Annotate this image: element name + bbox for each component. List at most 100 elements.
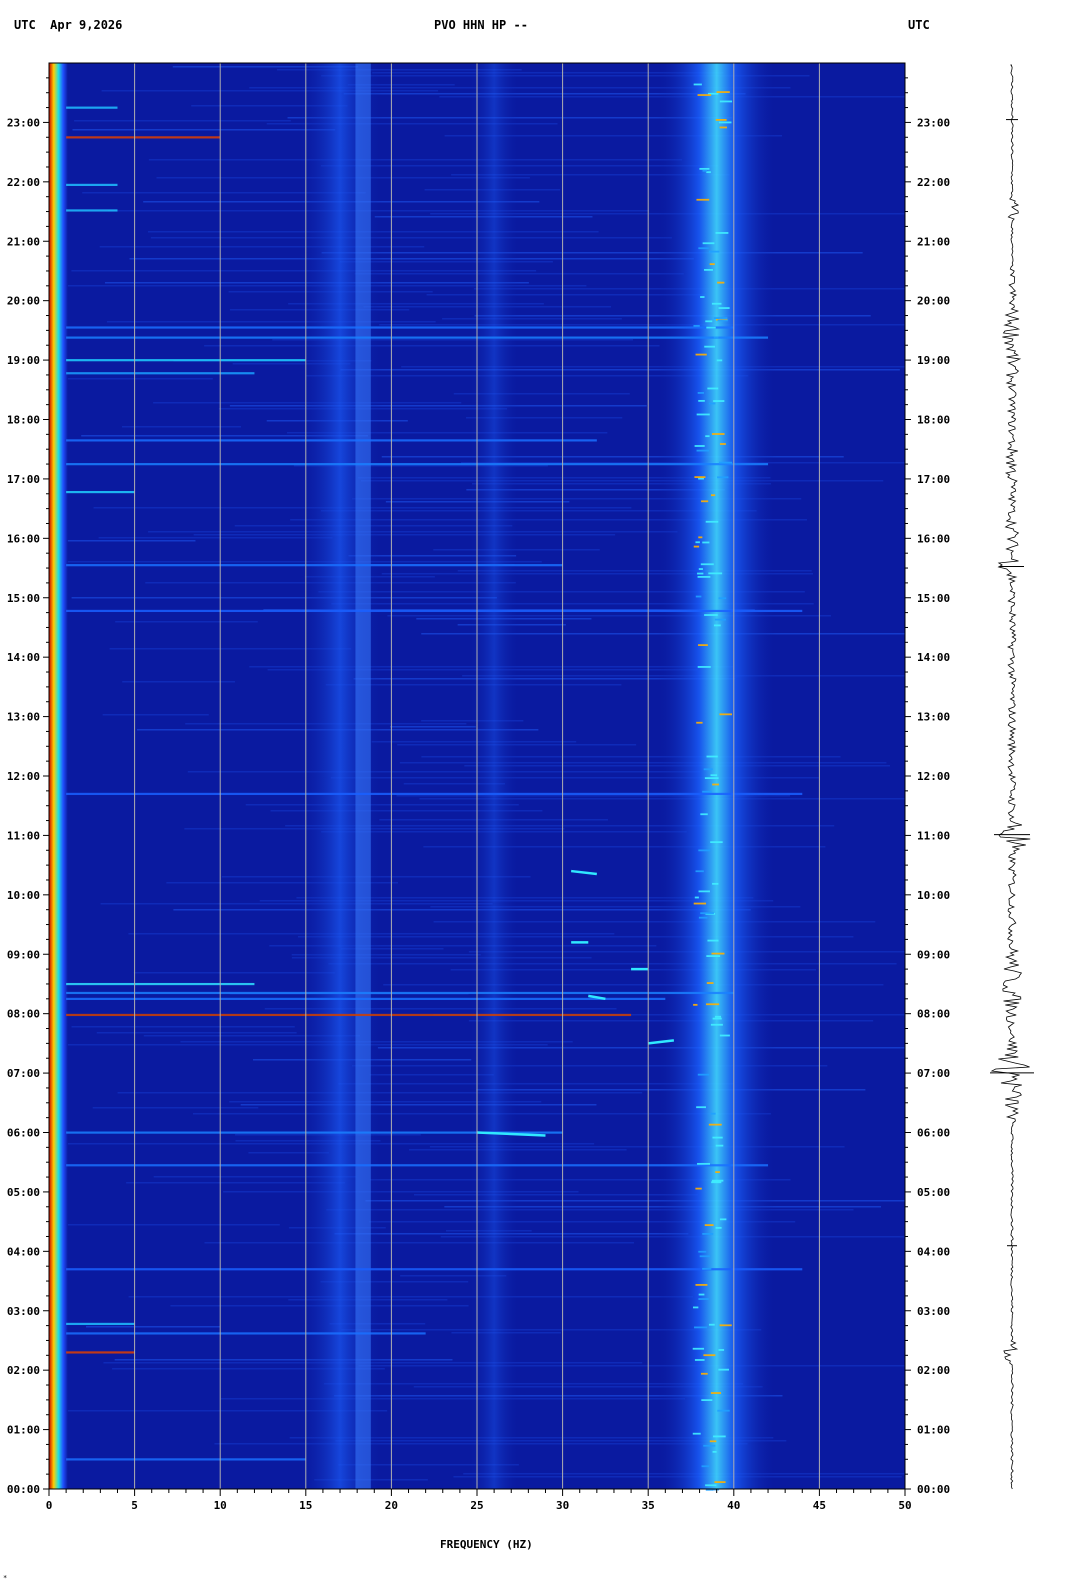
y-tick-label-right: 15:00 [917,592,950,605]
y-tick-label-left: 04:00 [7,1245,40,1258]
noise-streak [331,603,814,605]
band-hotspot [719,443,726,445]
noise-streak [381,573,813,575]
band-hotspot [702,1267,712,1270]
x-tick-label: 20 [385,1499,398,1512]
noise-streak [112,1368,385,1370]
noise-streak [191,105,348,107]
noise-streak [223,1191,579,1193]
band-hotspot [695,541,700,544]
band-hotspot [710,1023,723,1026]
y-tick-label-left: 20:00 [7,295,40,308]
band-hotspot [696,721,703,724]
band-hotspot [712,882,719,885]
noise-streak [96,1032,297,1034]
band-hotspot [719,126,727,129]
y-tick-label-left: 11:00 [7,829,40,842]
band-hotspot [708,92,719,95]
band-hotspot [705,520,719,523]
noise-streak [320,1281,469,1283]
band-hotspot [711,952,725,955]
noise-streak [248,1152,329,1154]
noise-streak [71,597,497,599]
band-hotspot [708,1123,722,1126]
band-hotspot [711,433,725,435]
band-hotspot [697,1073,710,1076]
band-hotspot [713,1435,726,1438]
noise-streak [74,120,291,122]
band-hotspot [719,1218,727,1221]
transient [571,869,597,876]
noise-streak [426,294,706,296]
noise-streak [204,345,660,347]
band-hotspot [718,1349,725,1351]
band-hotspot [717,1409,730,1412]
band-hotspot [719,100,733,103]
y-tick-label-left: 03:00 [7,1305,40,1318]
y-tick-label-left: 10:00 [7,889,40,902]
band-hotspot [698,849,711,852]
band-hotspot [709,1440,717,1443]
band-hotspot [710,1112,716,1115]
noise-streak [466,417,623,419]
noise-streak [297,936,854,938]
y-tick-label-right: 06:00 [917,1127,950,1140]
band-hotspot [704,614,718,616]
noise-streak [98,537,333,539]
band-hotspot [698,644,708,647]
band-hotspot [697,572,704,575]
noise-streak [348,555,517,557]
noise-streak [277,69,522,71]
event-streak [66,463,769,466]
y-tick-label-left: 01:00 [7,1424,40,1437]
band-hotspot [710,841,723,844]
band-hotspot [715,1226,722,1229]
noise-streak [466,489,726,491]
noise-streak [102,714,209,716]
event-streak [66,1013,632,1017]
band-hotspot [697,94,712,96]
band-hotspot [695,1284,708,1286]
band-hotspot [702,541,710,544]
y-tick-label-left: 02:00 [7,1364,40,1377]
band-hotspot [700,296,705,298]
y-tick-label-right: 13:00 [917,711,950,724]
band-hotspot [715,1144,724,1147]
band-hotspot [693,1306,699,1309]
noise-streak [269,945,657,947]
band-hotspot [705,320,713,323]
noise-streak [72,129,336,131]
band-hotspot [712,1488,720,1491]
event-streak [66,106,118,109]
band-hotspot [711,1181,722,1184]
noise-streak [288,303,544,305]
band-hotspot [708,1323,715,1326]
noise-streak [423,846,826,848]
band-hotspot [697,1162,711,1165]
noise-streak [403,783,506,785]
event-streak [66,982,255,986]
noise-streak [220,1398,685,1400]
y-tick-label-right: 08:00 [917,1008,950,1021]
y-tick-label-left: 22:00 [7,176,40,189]
band-hotspot [718,597,727,600]
x-tick-label: 50 [898,1499,911,1512]
band-hotspot [711,302,722,305]
noise-streak [115,621,258,623]
band-hotspot [695,870,704,873]
band-hotspot [714,1015,721,1018]
band-hotspot [702,790,712,793]
transient [476,1131,546,1137]
event-streak [66,564,563,567]
band-hotspot [702,242,715,245]
trace-line [990,64,1031,1490]
noise-streak [229,1101,542,1103]
transient [588,994,606,1001]
band-hotspot [712,783,719,786]
noise-streak [266,123,558,125]
band-hotspot [715,119,727,121]
noise-streak [457,570,812,572]
noise-streak [352,498,802,500]
noise-streak [101,90,439,92]
